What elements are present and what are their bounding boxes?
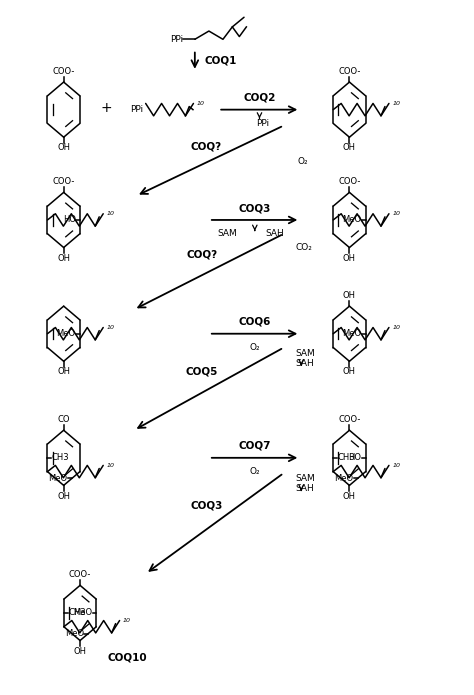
Text: O₂: O₂ [298, 157, 309, 166]
Text: 10: 10 [392, 211, 400, 216]
Text: PPi: PPi [256, 120, 269, 129]
Text: OH: OH [57, 368, 70, 377]
Text: CH3: CH3 [68, 608, 86, 617]
Text: 10: 10 [107, 325, 115, 330]
Text: O₂: O₂ [249, 467, 260, 476]
Text: 10: 10 [107, 463, 115, 468]
Text: 10: 10 [392, 101, 400, 106]
Text: MeO: MeO [342, 215, 362, 224]
Text: SAH: SAH [296, 359, 314, 368]
Text: COQ10: COQ10 [107, 653, 147, 663]
Text: SAH: SAH [296, 484, 314, 493]
Text: CH3: CH3 [337, 453, 355, 462]
Text: CO₂: CO₂ [296, 243, 312, 252]
Text: 10: 10 [392, 325, 400, 330]
Text: COQ2: COQ2 [243, 92, 276, 103]
Text: MeO: MeO [65, 629, 84, 638]
Text: COO-: COO- [53, 177, 75, 186]
Text: SAM: SAM [296, 474, 315, 483]
Text: 10: 10 [392, 463, 400, 468]
Text: 10: 10 [196, 101, 204, 106]
Text: HO: HO [348, 453, 362, 462]
Text: +: + [100, 101, 112, 115]
Text: PPi: PPi [170, 35, 183, 44]
Text: COQ3: COQ3 [191, 501, 223, 511]
Text: COQ?: COQ? [191, 141, 222, 151]
Text: COQ7: COQ7 [238, 441, 271, 451]
Text: COO-: COO- [53, 67, 75, 76]
Text: SAH: SAH [265, 229, 284, 238]
Text: SAM: SAM [218, 229, 237, 238]
Text: MeO: MeO [73, 608, 92, 617]
Text: COO-: COO- [338, 415, 361, 424]
Text: MeO: MeO [56, 329, 76, 338]
Text: HO: HO [63, 215, 76, 224]
Text: COQ1: COQ1 [204, 56, 237, 66]
Text: OH: OH [73, 647, 87, 655]
Text: OH: OH [57, 143, 70, 152]
Text: OH: OH [343, 491, 356, 500]
Text: MeO: MeO [334, 474, 353, 483]
Text: COO-: COO- [338, 177, 361, 186]
Text: COO-: COO- [69, 570, 91, 579]
Text: OH: OH [343, 368, 356, 377]
Text: SAM: SAM [296, 348, 315, 357]
Text: COQ6: COQ6 [238, 317, 271, 327]
Text: OH: OH [343, 254, 356, 263]
Text: CH3: CH3 [52, 453, 69, 462]
Text: 10: 10 [107, 211, 115, 216]
Text: OH: OH [343, 143, 356, 152]
Text: PPi: PPi [130, 105, 143, 114]
Text: OH: OH [57, 491, 70, 500]
Text: CO: CO [57, 415, 70, 424]
Text: COQ3: COQ3 [238, 203, 271, 213]
Text: O₂: O₂ [249, 343, 260, 352]
Text: COQ5: COQ5 [186, 366, 218, 377]
Text: MeO: MeO [48, 474, 68, 483]
Text: MeO: MeO [342, 329, 362, 338]
Text: COQ?: COQ? [186, 250, 218, 259]
Text: 10: 10 [123, 618, 131, 623]
Text: OH: OH [57, 254, 70, 263]
Text: COO-: COO- [338, 67, 361, 76]
Text: OH: OH [343, 291, 356, 300]
